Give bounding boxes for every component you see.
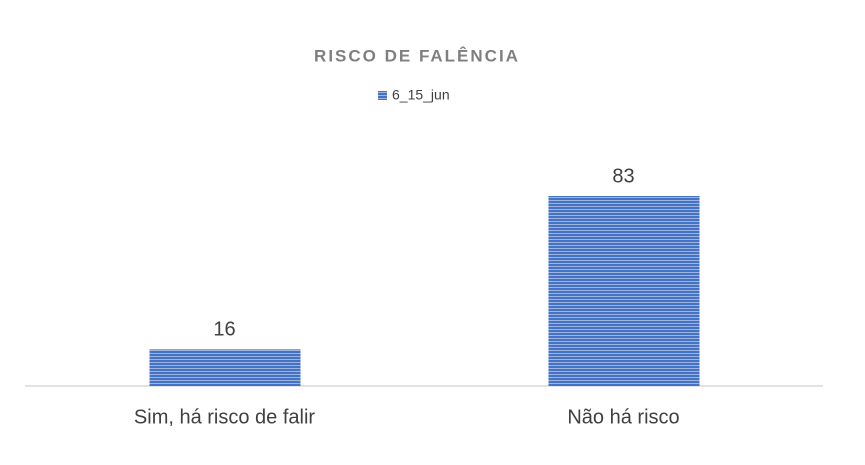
chart-title: RISCO DE FALÊNCIA <box>314 46 520 65</box>
legend-swatch <box>378 91 387 100</box>
bar <box>548 196 700 386</box>
bar <box>149 349 301 386</box>
x-tick-label: Não há risco <box>567 406 679 428</box>
data-label: 16 <box>213 319 235 341</box>
legend-label: 6_15_jun <box>392 87 450 103</box>
x-tick-label: Sim, há risco de falir <box>134 406 316 428</box>
data-label: 83 <box>612 165 634 187</box>
